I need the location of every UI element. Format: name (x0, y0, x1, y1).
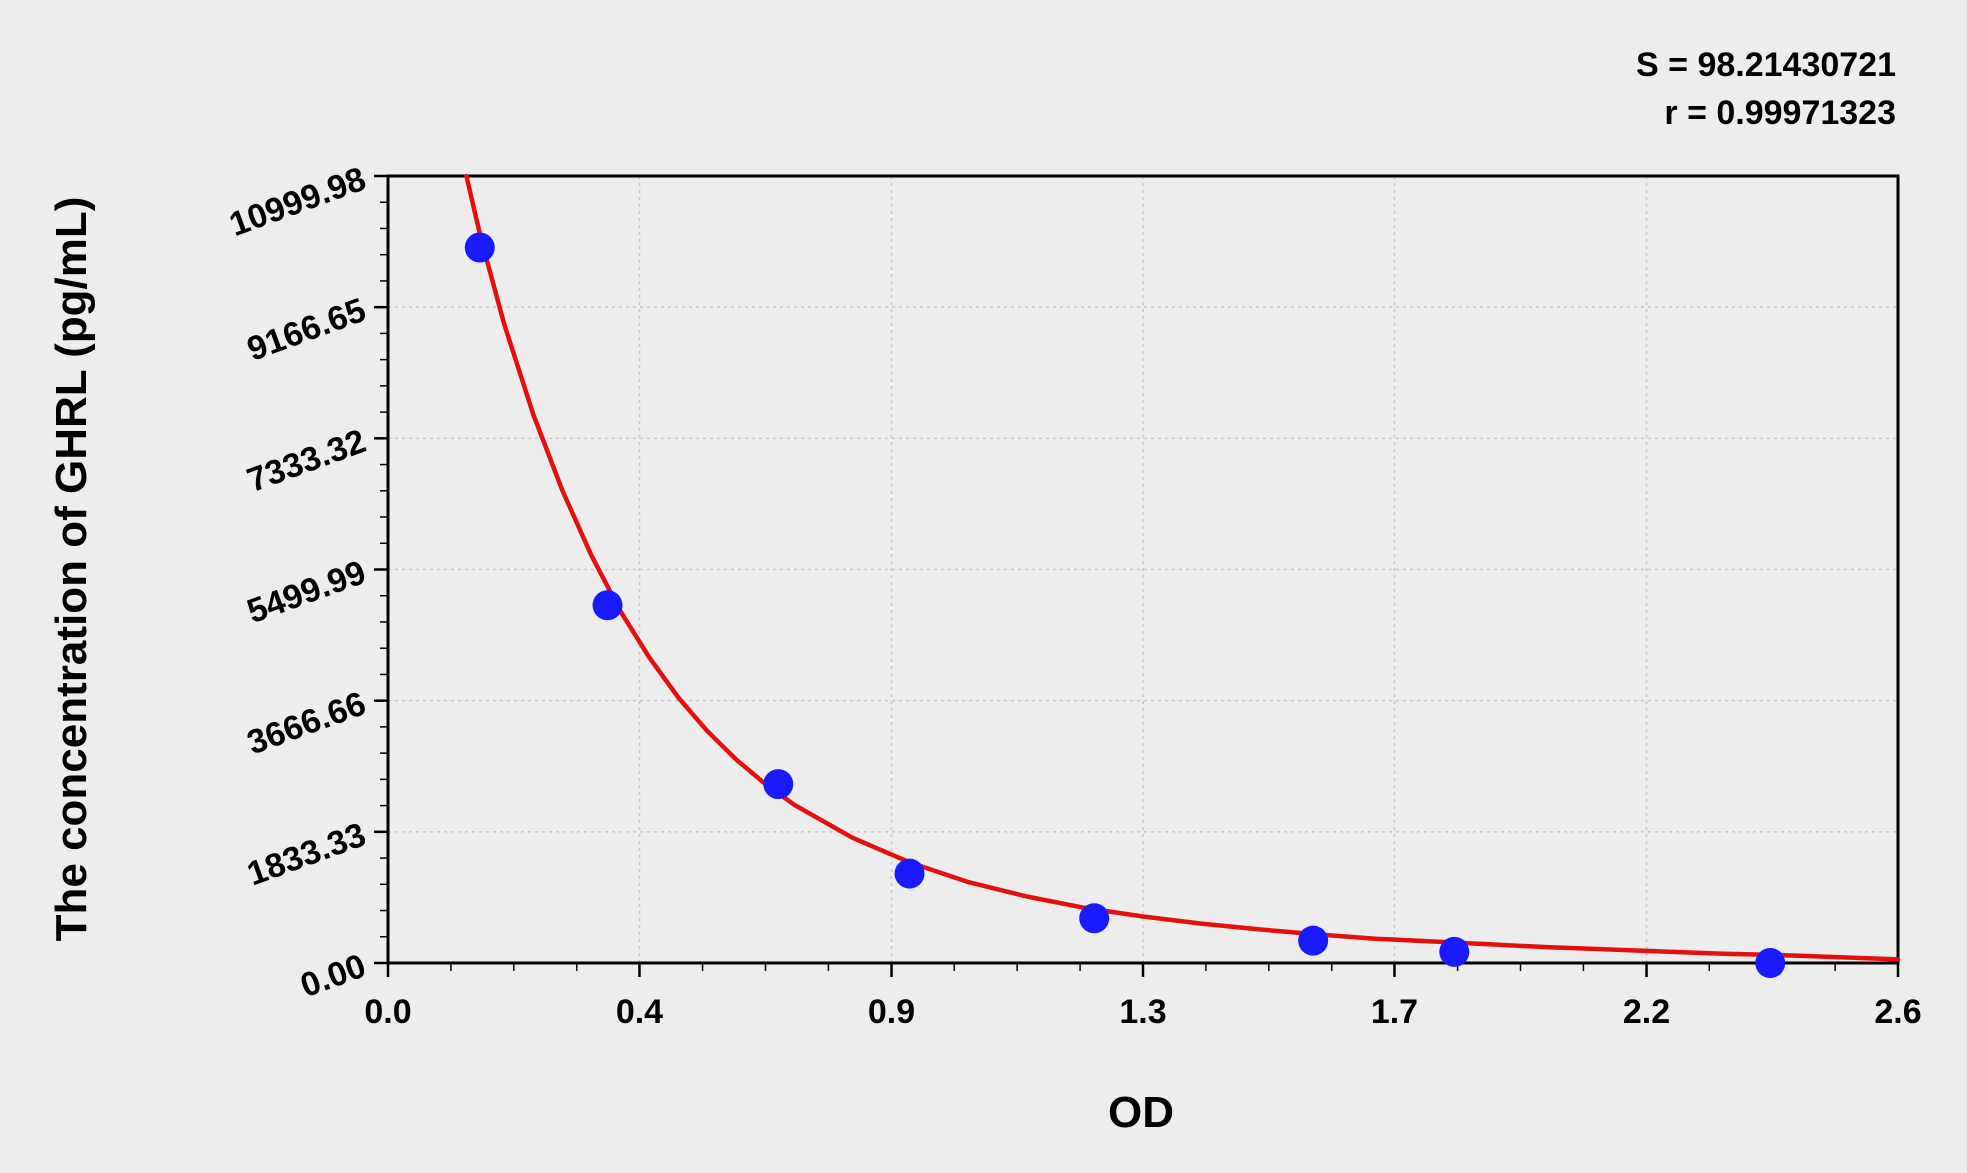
y-axis-title: The concentration of GHRL (pg/mL) (47, 197, 96, 942)
x-tick-label: 2.2 (1623, 993, 1670, 1031)
s-value-annotation: S = 98.21430721 (1636, 46, 1896, 84)
r-value-annotation: r = 0.99971323 (1664, 94, 1896, 132)
data-point (1439, 936, 1470, 967)
data-point (894, 858, 925, 889)
x-tick-label: 1.3 (1119, 993, 1166, 1031)
x-tick-label: 0.4 (616, 993, 663, 1031)
y-tick-label: 5499.99 (242, 553, 370, 631)
y-axis-ticks: 0.00 1833.33 3666.66 5499.99 7333.32 9166.65 1… (224, 160, 388, 1005)
y-tick-label: 7333.32 (242, 422, 370, 500)
data-point (763, 769, 794, 800)
data-point (1079, 903, 1110, 934)
x-tick-label: 0.0 (364, 993, 411, 1031)
y-tick-label: 10999.98 (224, 160, 370, 244)
y-tick-label: 3666.66 (242, 684, 370, 762)
data-point (592, 590, 623, 621)
x-axis-title: OD (1108, 1088, 1174, 1137)
y-tick-label: 9166.65 (242, 291, 370, 369)
data-point (464, 232, 495, 263)
minor-ticks (380, 175, 1899, 971)
y-tick-label: 1833.33 (242, 816, 370, 894)
x-tick-label: 1.7 (1371, 993, 1418, 1031)
fitted-curve (464, 173, 1901, 962)
x-tick-label: 0.9 (868, 993, 915, 1031)
data-point (1755, 948, 1786, 978)
x-axis-ticks: 0.0 0.4 0.9 1.3 1.7 2.2 2.6 (364, 963, 1922, 1031)
data-point (1298, 925, 1329, 956)
data-points-layer (464, 232, 1786, 978)
y-tick-label: 0.00 (296, 947, 371, 1005)
x-tick-label: 2.6 (1874, 993, 1921, 1031)
grid-lines (388, 176, 1898, 963)
fitted-curve-layer (464, 173, 1901, 962)
